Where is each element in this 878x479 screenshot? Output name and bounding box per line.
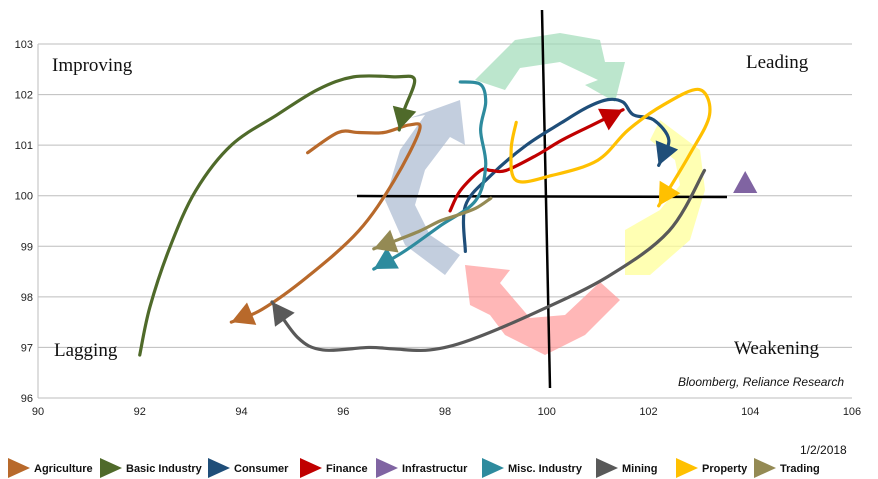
series-arrowhead — [373, 247, 399, 269]
rotation-arrow-green — [475, 33, 625, 102]
quadrant-label-weakening: Weakening — [734, 338, 819, 359]
rotation-arrow-yellow — [625, 120, 705, 275]
quadrant-label-improving: Improving — [52, 55, 133, 76]
rotation-arrows — [385, 33, 705, 355]
legend-marker — [300, 458, 322, 478]
series-consumer — [461, 97, 679, 253]
legend-marker — [8, 458, 30, 478]
legend-marker — [676, 458, 698, 478]
y-tick-label: 96 — [21, 393, 33, 405]
series-basic-industry — [138, 74, 417, 357]
legend: Agriculture Basic Industry Consumer Finance… — [8, 458, 820, 478]
vertical-divider — [540, 9, 552, 389]
legend-item: Mining — [596, 458, 657, 478]
legend-marker — [482, 458, 504, 478]
quadrant-label-leading: Leading — [746, 52, 809, 73]
legend-item: Trading — [754, 458, 820, 478]
series-arrowhead — [272, 301, 295, 327]
series-misc-industry — [372, 80, 488, 271]
x-tick-label: 102 — [639, 406, 657, 418]
legend-item: Property — [676, 458, 748, 478]
series-property — [509, 87, 712, 208]
series-line — [138, 74, 417, 357]
series-agriculture — [229, 122, 422, 325]
legend-label: Basic Industry — [126, 463, 203, 475]
series-line — [461, 97, 671, 253]
y-tick-label: 102 — [15, 90, 33, 102]
axes: 96 97 98 99 100 101 102 103 90 92 94 96 98 100 102 104 1… — [15, 39, 862, 418]
legend-marker — [754, 458, 776, 478]
legend-item: Misc. Industry — [482, 458, 583, 478]
legend-label: Mining — [622, 463, 657, 475]
y-tick-label: 101 — [15, 140, 33, 152]
legend-marker — [208, 458, 230, 478]
series-infrastructur — [733, 171, 758, 193]
y-tick-label: 99 — [21, 241, 33, 253]
source-label: Bloomberg, Reliance Research — [678, 375, 844, 389]
series-mining — [270, 168, 707, 353]
series-arrowhead — [655, 140, 679, 166]
quadrant-label-lagging: Lagging — [54, 340, 118, 361]
x-tick-label: 96 — [337, 406, 349, 418]
legend-item: Finance — [300, 458, 368, 478]
series-arrowhead — [598, 108, 624, 131]
y-tick-label: 97 — [21, 342, 33, 354]
x-tick-label: 104 — [741, 406, 759, 418]
series-line — [229, 122, 422, 324]
series-arrowhead — [392, 105, 417, 130]
series-line — [448, 108, 625, 213]
legend-item: Agriculture — [8, 458, 93, 478]
x-tick-label: 100 — [538, 406, 556, 418]
legend-label: Consumer — [234, 463, 289, 475]
legend-marker — [596, 458, 618, 478]
legend-marker — [376, 458, 398, 478]
legend-marker — [100, 458, 122, 478]
series-line — [270, 168, 707, 353]
x-tick-label: 106 — [843, 406, 861, 418]
x-tick-label: 98 — [439, 406, 451, 418]
series-finance — [448, 108, 625, 213]
legend-item: Consumer — [208, 458, 289, 478]
x-tick-label: 94 — [235, 406, 247, 418]
x-tick-label: 90 — [32, 406, 44, 418]
rotation-arrow-pink — [465, 265, 620, 355]
legend-item: Basic Industry — [100, 458, 203, 478]
legend-item: Infrastructur — [376, 458, 468, 478]
legend-label: Finance — [326, 463, 368, 475]
series-line — [509, 87, 712, 208]
legend-label: Misc. Industry — [508, 463, 583, 475]
legend-label: Property — [702, 463, 748, 475]
series-arrowhead — [658, 180, 681, 206]
y-tick-label: 98 — [21, 292, 33, 304]
series-line — [372, 80, 488, 271]
series — [138, 74, 758, 357]
legend-label: Infrastructur — [402, 463, 468, 475]
legend-label: Trading — [780, 463, 820, 475]
y-tick-label: 100 — [15, 191, 33, 203]
legend-label: Agriculture — [34, 463, 93, 475]
date-label: 1/2/2018 — [800, 443, 847, 457]
series-marker — [733, 171, 758, 193]
rotation-arrow-blue — [385, 100, 465, 275]
series-arrowhead — [231, 302, 257, 325]
y-tick-label: 103 — [15, 39, 33, 51]
series-trading — [372, 196, 493, 253]
x-tick-label: 92 — [134, 406, 146, 418]
series-arrowhead — [373, 229, 399, 253]
